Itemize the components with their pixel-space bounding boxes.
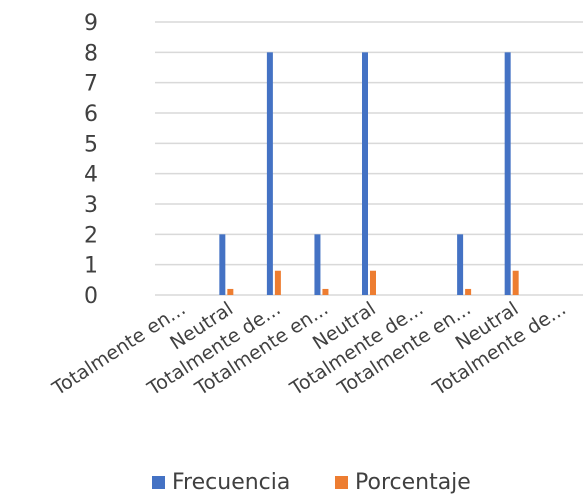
y-tick-label: 7 [84, 72, 98, 97]
bar-frecuencia-4 [362, 52, 368, 296]
y-axis-tick-labels: 0 1 2 3 4 5 6 7 8 9 [84, 11, 98, 309]
bar-porcentaje-3 [322, 288, 329, 295]
y-tick-label: 3 [84, 193, 98, 218]
y-tick-label: 9 [84, 11, 98, 36]
legend-label-frecuencia: Frecuencia [172, 470, 290, 495]
legend-label-porcentaje: Porcentaje [355, 470, 471, 495]
bar-porcentaje-4 [370, 270, 376, 295]
y-tick-label: 2 [84, 223, 98, 248]
y-tick-label: 5 [84, 132, 98, 157]
bar-porcentaje-2 [274, 270, 281, 295]
bar-porcentaje-7 [512, 270, 519, 295]
gridlines [155, 21, 583, 296]
bar-frecuencia-1 [219, 234, 226, 295]
bar-porcentaje-6 [465, 288, 472, 295]
bar-porcentaje-1 [227, 288, 234, 295]
y-tick-label: 1 [84, 254, 98, 279]
legend-swatch-frecuencia [152, 476, 165, 489]
y-tick-label: 6 [84, 102, 98, 127]
legend-swatch-porcentaje [335, 476, 348, 489]
bar-frecuencia-6 [457, 234, 464, 295]
bar-frecuencia-7 [504, 52, 511, 296]
bar-frecuencia-2 [266, 52, 273, 296]
y-tick-label: 0 [84, 284, 98, 309]
bar-frecuencia-3 [314, 234, 321, 295]
y-tick-label: 8 [84, 41, 98, 66]
bars [219, 52, 519, 296]
legend: Frecuencia Porcentaje [152, 470, 471, 495]
y-tick-label: 4 [84, 163, 98, 188]
